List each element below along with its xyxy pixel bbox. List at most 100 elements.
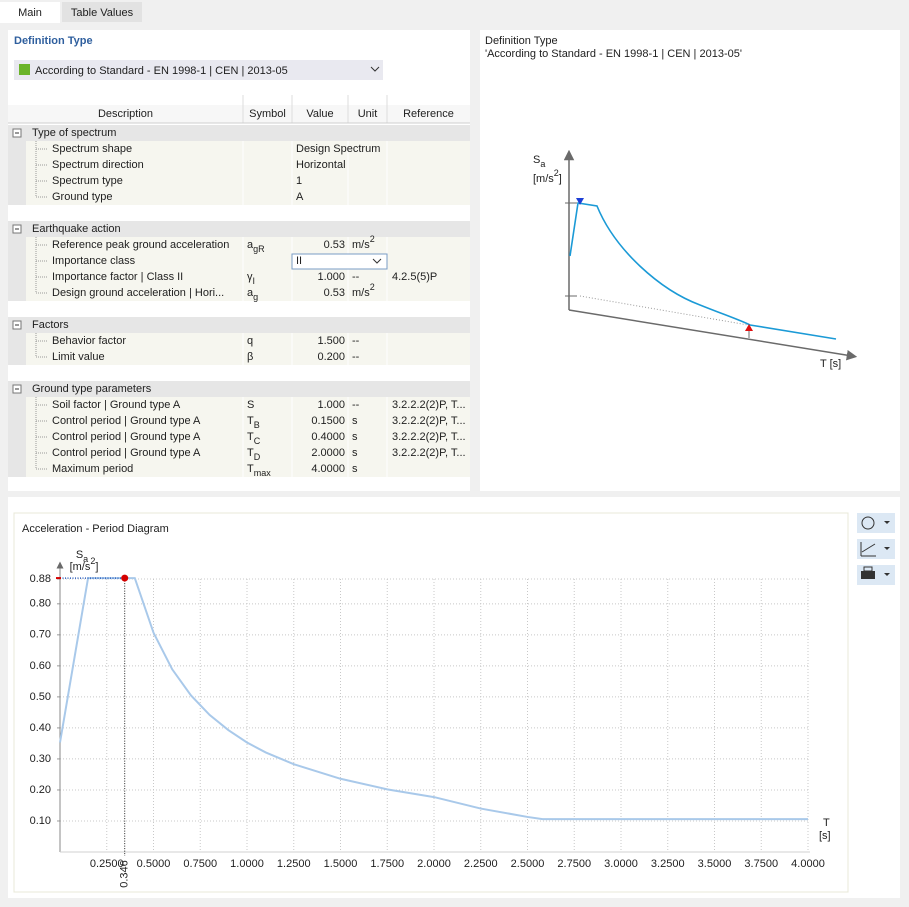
text-part: --	[352, 399, 360, 411]
y-tick-label: 0.10	[30, 815, 51, 827]
value-dropdown[interactable]	[291, 253, 388, 270]
row-description: Importance factor | Class II	[52, 271, 183, 283]
tree-strip	[8, 397, 26, 477]
preview-title: Definition Type	[485, 35, 558, 47]
text-part: q	[247, 335, 253, 347]
icon	[884, 547, 890, 550]
y-tick-label: 0.88	[30, 573, 51, 585]
x-tick-label: 0.7500	[183, 858, 217, 870]
text-part: ]	[559, 173, 562, 185]
row-description: Behavior factor	[52, 335, 126, 347]
row-unit: s	[352, 415, 358, 427]
y-axis-unit: [m/s2]	[70, 556, 99, 573]
icon	[860, 542, 876, 557]
x-tick-label: 1.7500	[370, 858, 404, 870]
text-part: T	[247, 447, 254, 459]
y-tick-label: 0.60	[30, 660, 51, 672]
row-description: Control period | Ground type A	[52, 415, 201, 427]
row-value: 1.000	[317, 271, 345, 283]
text-part: [s]	[827, 358, 842, 370]
chart-frame	[13, 512, 849, 893]
preview-panel	[480, 30, 900, 491]
row-symbol: TB	[247, 415, 260, 430]
color-swatch	[19, 64, 30, 75]
rows-bg	[26, 333, 470, 365]
sketch-curve	[569, 202, 837, 340]
row-unit: m/s2	[352, 234, 375, 251]
y-tick-label: 0.80	[30, 598, 51, 610]
superscript: 2	[370, 282, 375, 292]
chevron	[370, 66, 380, 72]
y-tick-label: 0.30	[30, 753, 51, 765]
definition-dropdown[interactable]	[14, 60, 383, 80]
text-part: ]	[95, 561, 98, 573]
row-reference: 3.2.2.2(2)P, T...	[392, 399, 466, 411]
row-value: II	[296, 255, 302, 267]
text-part: s	[352, 447, 358, 459]
row-value: A	[296, 191, 304, 203]
group-title: Factors	[32, 319, 69, 331]
tab-label[interactable]: Table Values	[71, 7, 134, 19]
row-symbol: β	[247, 351, 253, 363]
row-symbol: TD	[247, 447, 261, 462]
rows-bg	[26, 237, 470, 301]
tree-strip	[8, 333, 26, 365]
sketch-y-unit: [m/s2]	[533, 168, 562, 185]
row-symbol: γI	[247, 271, 255, 286]
dropdown-value[interactable]: According to Standard - EN 1998-1 | CEN …	[35, 65, 288, 77]
text-part: s	[352, 415, 358, 427]
row-value: 1.500	[317, 335, 345, 347]
tab-main[interactable]	[0, 2, 60, 23]
column-header: Symbol	[249, 108, 286, 120]
toolbar	[857, 513, 895, 585]
y-tick-label: 0.20	[30, 784, 51, 796]
marker-x-label: 0.346	[119, 860, 131, 888]
print-button[interactable]	[857, 565, 895, 585]
x-tick-label: 1.0000	[230, 858, 264, 870]
timer-button[interactable]	[857, 513, 895, 533]
row-unit: --	[352, 335, 360, 347]
row-unit: s	[352, 431, 358, 443]
text-part: T	[820, 358, 827, 370]
row-value: 4.0000	[311, 463, 345, 475]
row-symbol: Tmax	[247, 463, 271, 478]
x-tick-label: 0.5000	[137, 858, 171, 870]
icon	[861, 571, 875, 579]
row-symbol: TC	[247, 431, 261, 446]
tab-table-values[interactable]	[62, 2, 142, 22]
group-row	[8, 221, 470, 237]
y-tick-label: 0.40	[30, 722, 51, 734]
subscript: B	[254, 420, 260, 430]
row-description: Design ground acceleration | Hori...	[52, 287, 224, 299]
sketch-x-axis	[568, 309, 858, 361]
row-value: 1	[296, 175, 302, 187]
axis-button[interactable]	[857, 539, 895, 559]
chevron	[372, 258, 382, 264]
x-axis-unit: [s]	[819, 830, 831, 842]
text-part: --	[352, 335, 360, 347]
row-value: 0.200	[317, 351, 345, 363]
x-tick-label: 1.2500	[277, 858, 311, 870]
row-unit: s	[352, 447, 358, 459]
row-symbol: agR	[247, 239, 265, 254]
row-value: 0.53	[324, 239, 345, 251]
tab-label[interactable]: Main	[18, 7, 42, 19]
row-description: Importance class	[52, 255, 136, 267]
group-title: Type of spectrum	[32, 127, 116, 139]
icon	[861, 516, 875, 530]
row-symbol: ag	[247, 287, 258, 302]
y-axis-label: Sa	[76, 549, 88, 564]
icon	[863, 566, 873, 572]
row-description: Control period | Ground type A	[52, 431, 201, 443]
text-part: --	[352, 351, 360, 363]
text-part: [m/s	[70, 561, 91, 573]
row-description: Limit value	[52, 351, 105, 363]
subscript: a	[540, 159, 545, 169]
sketch-marker	[745, 324, 753, 331]
superscript: 2	[370, 234, 375, 244]
row-value: 1.000	[317, 399, 345, 411]
superscript: 2	[90, 556, 95, 566]
text-part: S	[76, 549, 83, 561]
subscript: D	[254, 452, 261, 462]
group-row	[8, 317, 470, 333]
